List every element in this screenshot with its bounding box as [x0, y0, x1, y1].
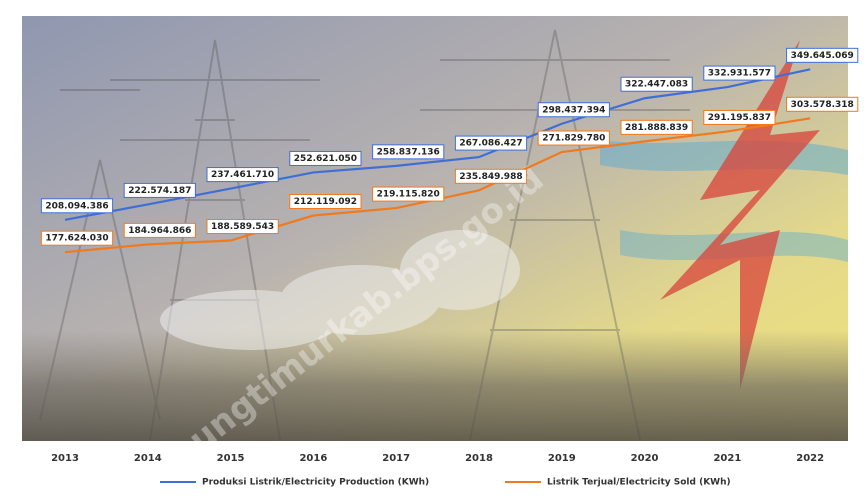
data-label-text: 184.964.866	[128, 226, 191, 236]
data-label-text: 303.578.318	[791, 100, 854, 110]
data-label-text: 298.437.394	[542, 105, 605, 115]
data-label-box	[703, 109, 776, 125]
data-label: 332.931.577	[703, 65, 776, 81]
data-label: 258.837.136	[372, 144, 445, 160]
data-label-box	[620, 76, 693, 92]
data-label-box	[40, 230, 114, 246]
background	[22, 16, 848, 441]
data-label: 235.849.988	[454, 168, 528, 184]
data-label-box	[703, 65, 776, 81]
data-label: 184.964.866	[123, 222, 196, 238]
x-tick-label: 2021	[713, 453, 741, 464]
data-label-box	[537, 130, 610, 146]
data-label-text: 322.447.083	[625, 80, 688, 90]
x-tick-label: 2017	[382, 453, 410, 464]
data-label-text: 235.849.988	[459, 172, 522, 182]
data-label: 349.645.069	[786, 47, 859, 63]
data-label-box	[289, 150, 362, 166]
data-label-box	[537, 102, 610, 118]
data-label-box	[372, 144, 445, 160]
data-label: 271.829.780	[537, 130, 610, 146]
data-label: 322.447.083	[620, 76, 693, 92]
data-label-box	[40, 198, 114, 214]
x-tick-label: 2015	[217, 453, 245, 464]
x-tick-label: 2014	[134, 453, 162, 464]
data-label: 281.888.839	[620, 119, 693, 135]
legend-label: Produksi Listrik/Electricity Production …	[202, 478, 429, 488]
data-label-text: 222.574.187	[128, 186, 191, 196]
data-label: 222.574.187	[123, 182, 196, 198]
data-label: 188.589.543	[206, 219, 279, 235]
data-label: 212.119.092	[289, 194, 362, 210]
data-label-text: 349.645.069	[791, 51, 854, 61]
data-label-box	[289, 194, 362, 210]
data-label-box	[206, 219, 279, 235]
x-tick-label: 2013	[51, 453, 79, 464]
data-label: 267.086.427	[454, 135, 528, 151]
data-label-text: 332.931.577	[708, 69, 771, 79]
data-label: 177.624.030	[40, 230, 114, 246]
data-label: 208.094.386	[40, 198, 114, 214]
data-label-box	[123, 182, 196, 198]
data-label-text: 281.888.839	[625, 123, 688, 133]
x-tick-label: 2016	[299, 453, 327, 464]
legend-label: Listrik Terjual/Electricity Sold (KWh)	[547, 478, 731, 488]
data-label-box	[454, 168, 528, 184]
data-label-text: 212.119.092	[294, 197, 357, 207]
x-tick-label: 2020	[631, 453, 659, 464]
data-label-text: 252.621.050	[294, 154, 357, 164]
data-label-box	[123, 222, 196, 238]
data-label-box	[372, 186, 445, 202]
data-label-text: 258.837.136	[377, 147, 440, 157]
data-label-box	[786, 47, 859, 63]
data-label-text: 177.624.030	[45, 234, 108, 244]
x-tick-label: 2019	[548, 453, 576, 464]
x-tick-label: 2018	[465, 453, 493, 464]
data-label-box	[620, 119, 693, 135]
data-label-text: 219.115.820	[377, 190, 440, 200]
data-label: 291.195.837	[703, 109, 776, 125]
data-label-box	[454, 135, 528, 151]
data-label: 219.115.820	[372, 186, 445, 202]
data-label: 303.578.318	[786, 96, 859, 112]
data-label-text: 208.094.386	[45, 201, 108, 211]
data-label-box	[786, 96, 859, 112]
data-label-text: 188.589.543	[211, 222, 274, 232]
data-label-text: 271.829.780	[542, 134, 605, 144]
x-tick-label: 2022	[796, 453, 824, 464]
data-label: 298.437.394	[537, 102, 610, 118]
data-label: 237.461.710	[206, 167, 279, 183]
data-label-text: 237.461.710	[211, 170, 274, 180]
data-label-box	[206, 167, 279, 183]
data-label-text: 267.086.427	[459, 139, 522, 149]
data-label: 252.621.050	[289, 150, 362, 166]
data-label-text: 291.195.837	[708, 113, 771, 123]
